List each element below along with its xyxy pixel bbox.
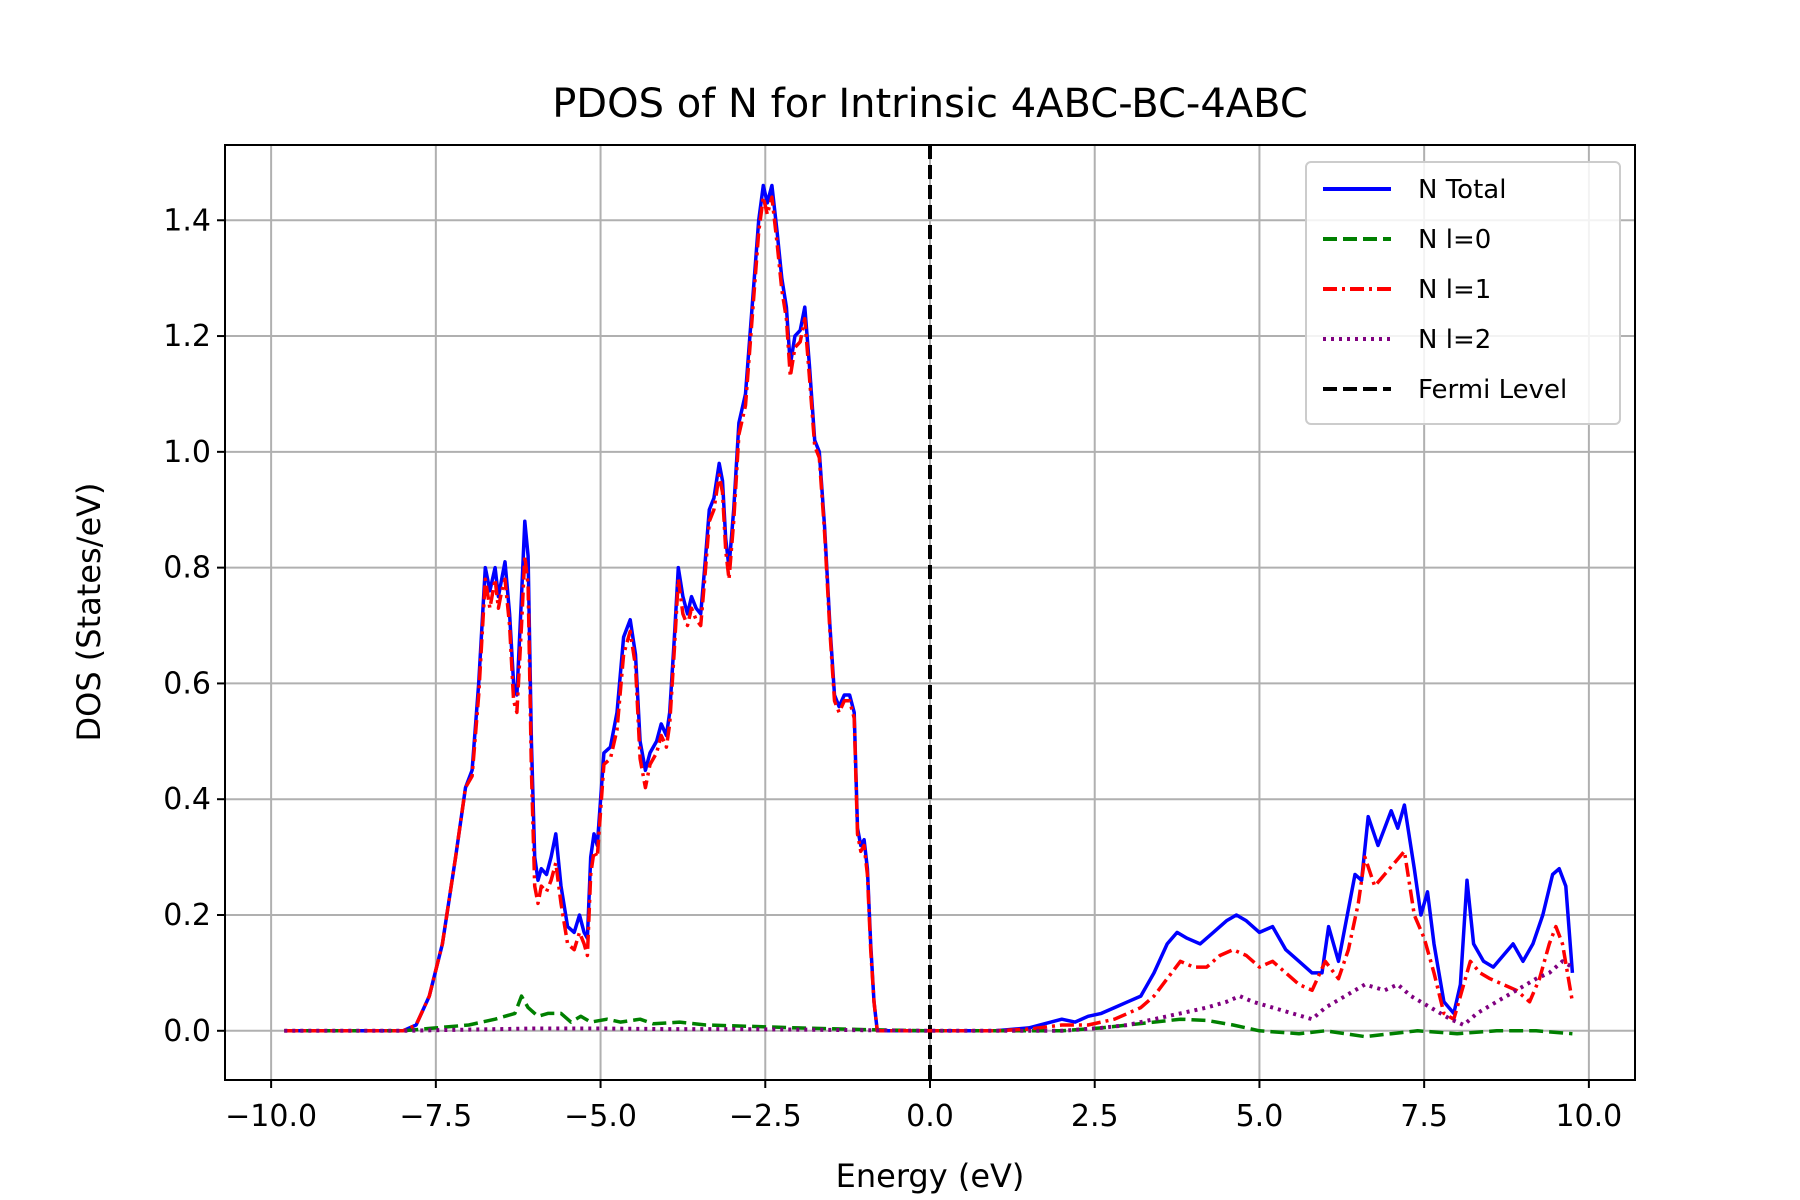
x-axis-ticks: −10.0 −7.5 −5.0 −2.5 0.0 2.5 5.0 7.5 10.0: [225, 1080, 1622, 1134]
x-tick-label: −7.5: [399, 1099, 472, 1134]
y-axis-label: DOS (States/eV): [70, 482, 108, 741]
x-tick-label: 7.5: [1400, 1099, 1448, 1134]
legend: N Total N l=0 N l=1 N l=2 Fermi Level: [1305, 161, 1621, 425]
y-tick-label: 0.2: [163, 898, 211, 933]
series-line-n-l-2: [284, 959, 1574, 1033]
series-line-n-l-1: [284, 195, 1575, 1033]
x-tick-label: 2.5: [1071, 1099, 1119, 1134]
y-tick-label: 1.4: [163, 203, 211, 238]
x-tick-label: 0.0: [906, 1099, 954, 1134]
x-tick-label: −10.0: [225, 1099, 317, 1134]
x-axis-label: Energy (eV): [836, 1157, 1025, 1195]
x-tick-label: −2.5: [729, 1099, 802, 1134]
x-tick-label: 10.0: [1555, 1099, 1622, 1134]
legend-label: N Total: [1418, 175, 1506, 205]
legend-label: N l=2: [1418, 325, 1491, 355]
legend-label: N l=0: [1418, 225, 1491, 255]
y-tick-label: 1.0: [163, 435, 211, 470]
y-tick-label: 0.6: [163, 666, 211, 701]
legend-label: N l=1: [1418, 275, 1491, 305]
legend-items: N Total N l=0 N l=1 N l=2 Fermi Level: [1323, 175, 1567, 405]
y-tick-label: 1.2: [163, 319, 211, 354]
y-tick-label: 0.4: [163, 782, 211, 817]
y-axis-ticks: 0.0 0.2 0.4 0.6 0.8 1.0 1.2 1.4: [163, 203, 225, 1049]
x-tick-label: 5.0: [1236, 1099, 1284, 1134]
legend-label: Fermi Level: [1418, 375, 1567, 405]
chart-title: PDOS of N for Intrinsic 4ABC-BC-4ABC: [552, 81, 1308, 127]
y-tick-label: 0.0: [163, 1014, 211, 1049]
y-tick-label: 0.8: [163, 551, 211, 586]
series-lines: [284, 183, 1575, 1039]
series-line-n-l-0: [284, 994, 1573, 1039]
x-tick-label: −5.0: [564, 1099, 637, 1134]
legend-box: [1305, 161, 1621, 425]
